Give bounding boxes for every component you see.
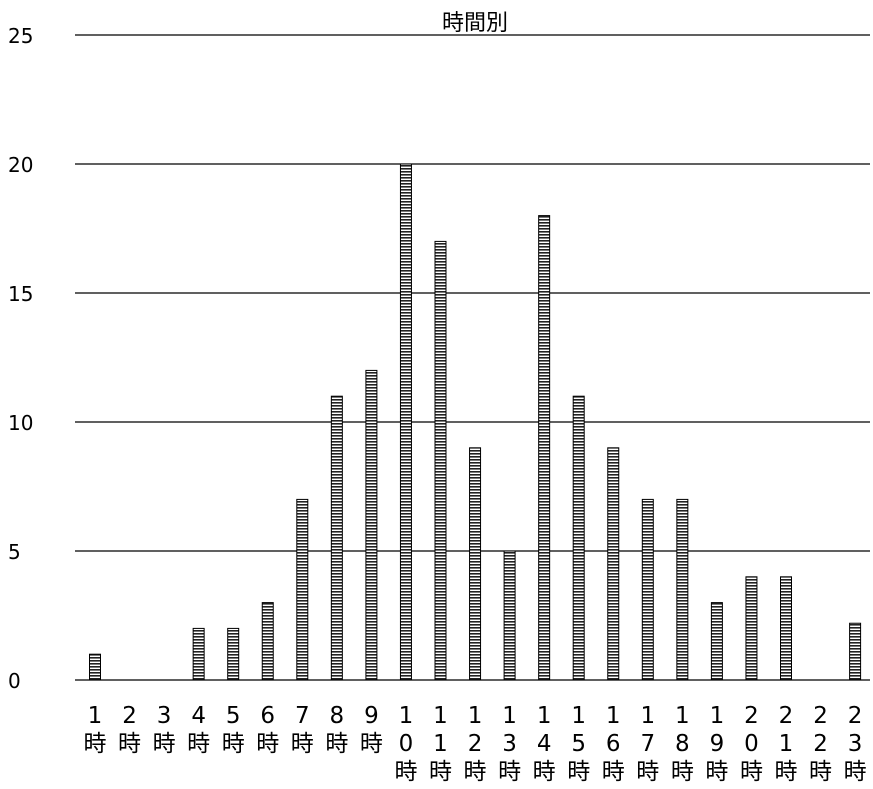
y-tick-label: 5: [8, 540, 21, 564]
gridlines: [75, 34, 870, 681]
y-tick-label: 25: [8, 24, 33, 48]
y-tick-label: 15: [8, 282, 33, 306]
bar: [399, 163, 412, 681]
y-tick-label: 0: [8, 669, 21, 693]
bar: [261, 602, 274, 681]
bar: [503, 550, 516, 681]
bar: [365, 369, 378, 681]
y-axis-tick-labels: 0 5 10 15 20 25: [8, 24, 33, 693]
bar: [89, 653, 101, 681]
chart-title: 時間別: [442, 11, 508, 36]
bar: [330, 395, 343, 681]
x-axis-tick-labels: 1 時2 時3 時4 時5 時6 時7 時8 時9 時 1 0 時 1 1 時 1 2 時 1 3 時 1 4 時 1 5 時 1 6 時 1…: [84, 703, 867, 785]
bar: [296, 498, 309, 681]
bar: [538, 215, 551, 681]
bar: [607, 447, 620, 681]
y-tick-label: 10: [8, 411, 33, 435]
bar: [572, 395, 585, 681]
bar: [849, 622, 862, 681]
bars: [89, 163, 862, 681]
bar: [227, 627, 240, 681]
bar: [434, 240, 447, 681]
bar: [641, 498, 654, 681]
bar: [780, 576, 792, 681]
bar: [745, 576, 758, 681]
bar: [192, 627, 205, 681]
bar: [676, 498, 689, 681]
bar: [710, 602, 723, 681]
y-tick-label: 20: [8, 153, 33, 177]
bar: [469, 447, 482, 681]
